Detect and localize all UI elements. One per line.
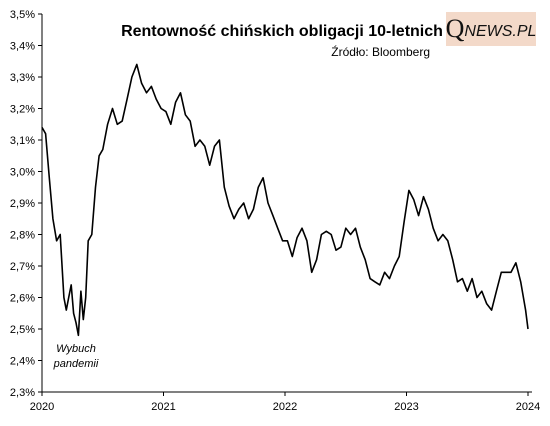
qnews-logo: Q NEWS.PL [446, 12, 536, 46]
annotation-line-1: Wybuch [56, 343, 96, 355]
y-tick-label: 2,7% [10, 261, 35, 273]
y-tick-label: 3,0% [10, 167, 35, 179]
chart-subtitle: Źródło: Bloomberg [331, 44, 430, 59]
annotation-line-2: pandemii [53, 358, 99, 370]
logo-text: NEWS.PL [464, 23, 537, 40]
y-tick-label: 3,2% [10, 104, 35, 116]
y-tick-label: 3,4% [10, 41, 35, 53]
x-axis-ticks: 2020 2021 2022 2023 2024 [30, 392, 540, 413]
y-tick-label: 2,8% [10, 230, 35, 242]
y-tick-label: 2,6% [10, 293, 35, 305]
x-tick-label: 2022 [273, 401, 297, 413]
y-tick-label: 3,5% [10, 9, 35, 21]
y-tick-label: 3,1% [10, 135, 35, 147]
series-line [41, 63, 529, 337]
x-tick-label: 2020 [30, 401, 54, 413]
y-tick-label: 2,9% [10, 198, 35, 210]
y-tick-label: 2,4% [10, 356, 35, 368]
logo-letter-q: Q [445, 14, 465, 43]
x-tick-label: 2023 [394, 401, 418, 413]
y-tick-label: 3,3% [10, 72, 35, 84]
y-axis-ticks: 2,3% 2,4% 2,5% 2,6% 2,7% 2,8% 2,9% 3,0% 3,1% 3,2%… [10, 9, 42, 399]
x-tick-label: 2021 [151, 401, 175, 413]
y-tick-label: 2,3% [10, 387, 35, 399]
y-tick-label: 2,5% [10, 324, 35, 336]
chart-title: Rentowność chińskich obligacji 10-letnic… [121, 23, 443, 40]
x-tick-label: 2024 [516, 401, 540, 413]
